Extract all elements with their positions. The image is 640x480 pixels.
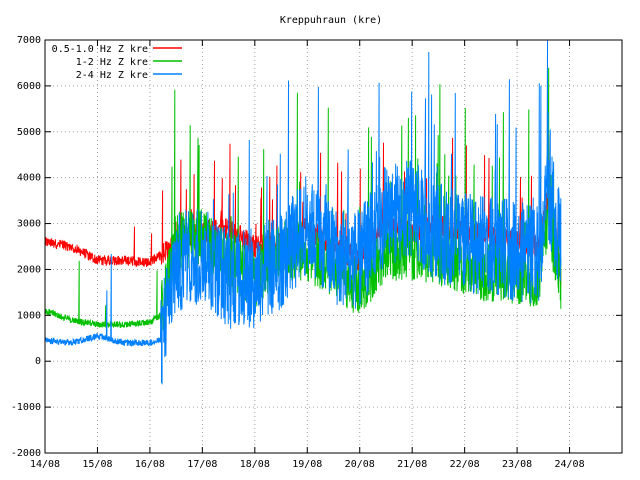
x-tick-label: 21/08 [397, 459, 427, 470]
x-tick-label: 20/08 [345, 459, 375, 470]
legend-label: 0.5-1.0 Hz Z kre [52, 44, 148, 55]
y-tick-label: 5000 [17, 127, 41, 138]
x-tick-label: 14/08 [30, 459, 60, 470]
x-tick-label: 18/08 [240, 459, 270, 470]
chart-title: Kreppuhraun (kre) [280, 15, 382, 26]
x-tick-label: 23/08 [502, 459, 532, 470]
series-line [44, 39, 562, 386]
x-tick-label: 17/08 [187, 459, 217, 470]
plot-area [44, 39, 562, 386]
x-axis: 14/08 15/08 16/08 17/08 18/08 19/08 20/08 21/08… [30, 40, 585, 470]
legend-label: 1-2 Hz Z kre [76, 57, 148, 68]
x-tick-label: 24/08 [554, 459, 584, 470]
y-tick-label: 2000 [17, 264, 41, 275]
y-tick-label: 6000 [17, 81, 41, 92]
x-tick-label: 16/08 [135, 459, 165, 470]
x-tick-label: 19/08 [292, 459, 322, 470]
legend-label: 2-4 Hz Z kre [76, 70, 148, 81]
x-tick-label: 22/08 [450, 459, 480, 470]
y-tick-label: -1000 [11, 402, 41, 413]
legend: 0.5-1.0 Hz Z kre 1-2 Hz Z kre 2-4 Hz Z kre [52, 44, 182, 81]
y-tick-label: 3000 [17, 219, 41, 230]
y-tick-label: -2000 [11, 448, 41, 459]
y-tick-label: 1000 [17, 310, 41, 321]
y-tick-label: 4000 [17, 173, 41, 184]
x-tick-label: 15/08 [82, 459, 112, 470]
y-tick-label: 7000 [17, 35, 41, 46]
y-tick-label: 0 [35, 356, 41, 367]
y-axis: -2000 -1000 0 1000 2000 3000 4000 5000 6000 7000 [11, 35, 622, 459]
plot-frame [44, 39, 623, 454]
